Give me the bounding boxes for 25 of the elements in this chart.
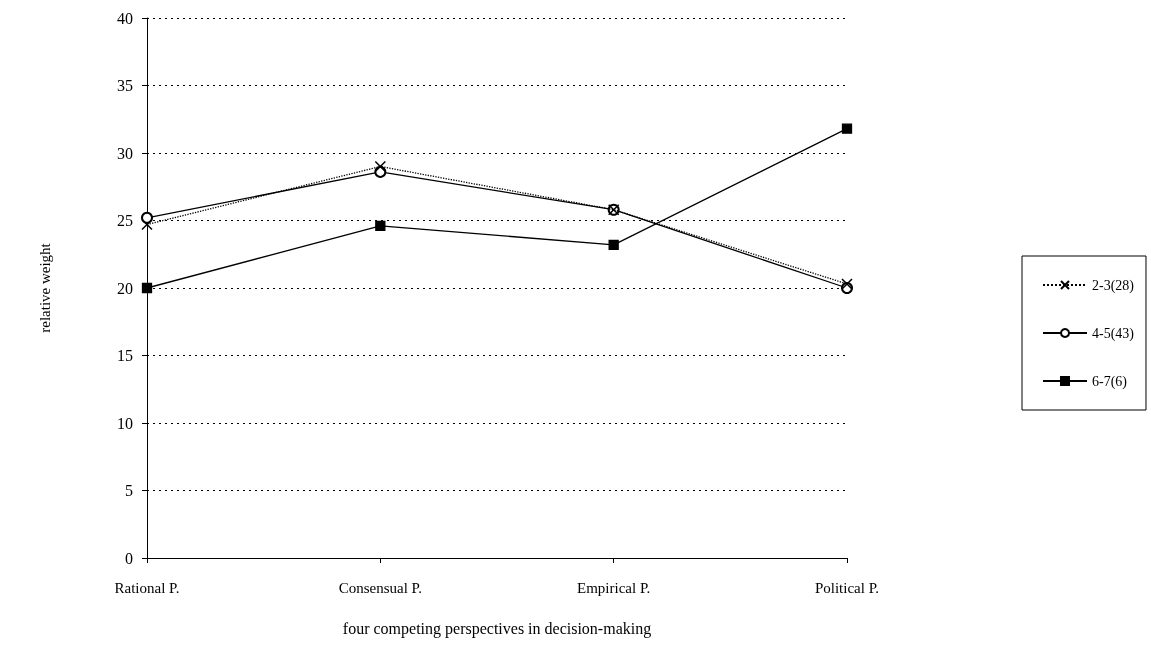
- x-axis-title: four competing perspectives in decision-making: [342, 619, 652, 638]
- y-tick-label: 35: [117, 77, 133, 94]
- point: [141, 282, 153, 294]
- x-tick-label: Consensual P.: [338, 579, 423, 596]
- point: [141, 218, 153, 231]
- point: [374, 160, 387, 173]
- y-tick-label: 30: [117, 144, 133, 162]
- y-tick-label: 20: [117, 279, 133, 297]
- legend-label: 4-5(43): [1092, 325, 1135, 342]
- y-tick-label: 10: [117, 414, 133, 432]
- x-tick-label: Rational P.: [114, 579, 180, 596]
- point: [841, 123, 853, 134]
- y-tick-label: 15: [117, 347, 133, 364]
- point: [841, 278, 853, 290]
- point: [375, 220, 386, 232]
- point: [608, 239, 619, 250]
- x-tick-label: Political P.: [814, 579, 880, 596]
- legend-label: 2-3(28): [1092, 277, 1135, 294]
- y-tick-label: 5: [125, 482, 133, 499]
- legend-label: 6-7(6): [1092, 373, 1128, 390]
- y-tick-label: 40: [117, 9, 133, 27]
- x-tick-label: Empirical P.: [577, 579, 651, 596]
- y-tick-label: 0: [125, 549, 133, 567]
- y-axis-title: relative weight: [36, 242, 53, 333]
- y-tick-label: 25: [117, 212, 133, 229]
